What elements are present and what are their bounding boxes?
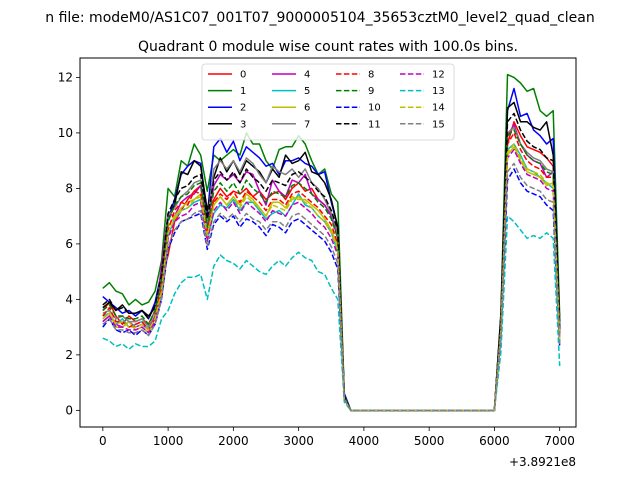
y-tick-label-6: 6 [65,237,73,251]
y-tick-label-8: 8 [65,181,73,195]
legend-label-1: 1 [240,86,246,97]
legend-label-4: 4 [304,70,310,81]
y-tick-label-0: 0 [65,403,73,417]
series-line-10 [102,168,561,412]
x-tick-label-3000: 3000 [283,434,314,448]
legend-label-15: 15 [432,119,445,130]
legend-label-7: 7 [304,119,310,130]
x-tick-label-0: 0 [99,434,107,448]
series-line-8 [102,132,561,412]
series-line-6 [102,146,561,412]
x-tick-label-6000: 6000 [479,434,510,448]
legend-label-8: 8 [368,70,374,81]
series-line-12 [102,148,561,412]
series-line-9 [102,129,561,412]
x-tick-label-7000: 7000 [544,434,575,448]
plot-frame [79,57,577,428]
series-line-5 [102,143,561,412]
legend-label-0: 0 [240,70,246,81]
x-tick-label-1000: 1000 [153,434,184,448]
figure-suptitle: n file: modeM0/AS1C07_001T07_9000005104_… [45,10,594,26]
legend-label-6: 6 [304,103,310,114]
legend-label-10: 10 [368,103,381,114]
legend-label-12: 12 [432,70,445,81]
series-line-15 [102,162,561,412]
legend-label-2: 2 [240,103,246,114]
legend-box [201,63,455,141]
series-line-4 [102,123,561,412]
y-tick-label-2: 2 [65,348,73,362]
series-line-11 [102,112,561,412]
chart-title: Quadrant 0 module wise count rates with … [138,39,518,55]
x-tick-label-4000: 4000 [349,434,380,448]
series-line-7 [102,126,561,412]
legend-label-14: 14 [432,103,445,114]
series-line-0 [102,121,561,412]
y-tick-label-4: 4 [65,292,73,306]
y-tick-label-10: 10 [58,126,73,140]
legend-label-11: 11 [368,119,381,130]
legend-label-5: 5 [304,86,310,97]
legend-label-9: 9 [368,86,374,97]
series-line-14 [102,143,561,412]
y-tick-label-12: 12 [58,70,73,84]
x-tick-label-2000: 2000 [218,434,249,448]
series-line-3 [102,101,561,412]
legend-label-13: 13 [432,86,445,97]
plot-lines [102,73,561,412]
legend-label-3: 3 [240,119,246,130]
x-tick-label-5000: 5000 [414,434,445,448]
x-offset-label: +3.8921e8 [509,455,576,469]
